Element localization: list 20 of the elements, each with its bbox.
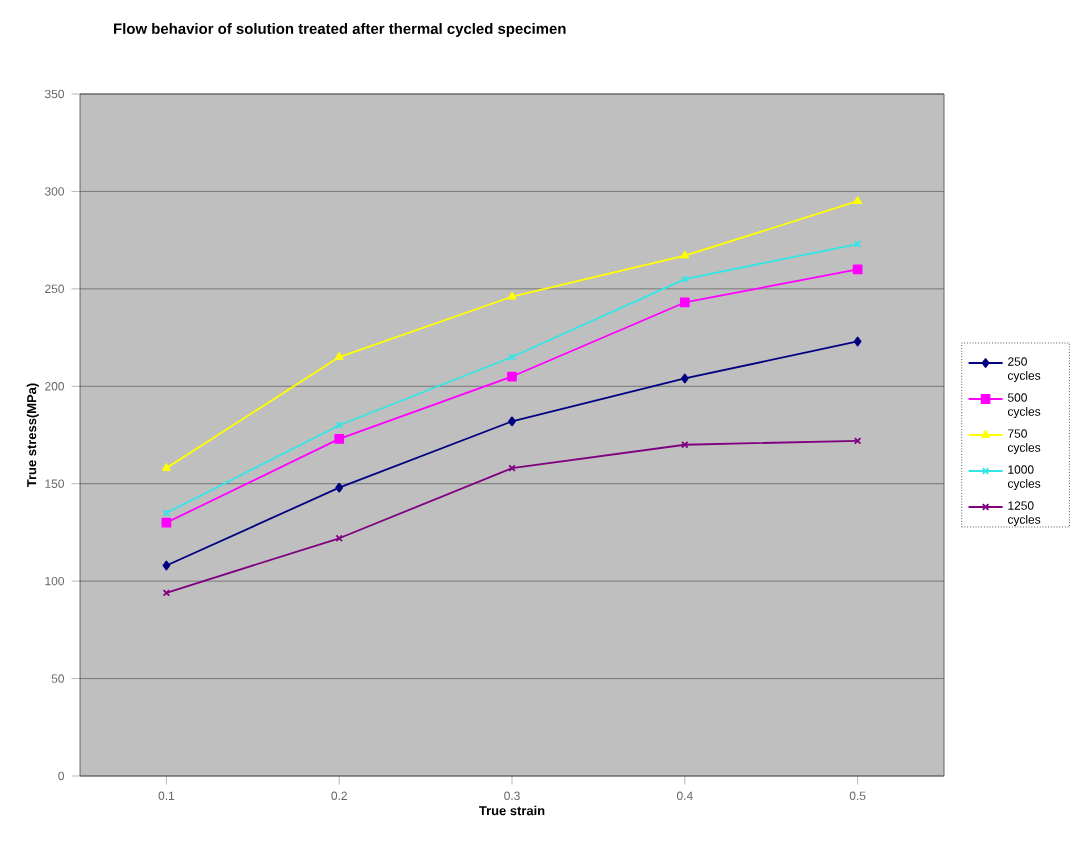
point [508,464,516,472]
point [679,297,690,308]
point [853,336,862,347]
point [853,196,862,205]
point [334,434,345,444]
point [681,441,689,449]
point [162,560,171,571]
point [508,416,516,427]
point [680,373,689,384]
point [335,482,344,493]
point [161,517,172,528]
point [508,353,516,361]
point [507,291,517,300]
point [162,463,171,472]
point [680,250,690,259]
point [852,264,863,275]
point [335,421,343,429]
point [335,534,343,542]
point [507,371,517,382]
point [334,352,344,360]
